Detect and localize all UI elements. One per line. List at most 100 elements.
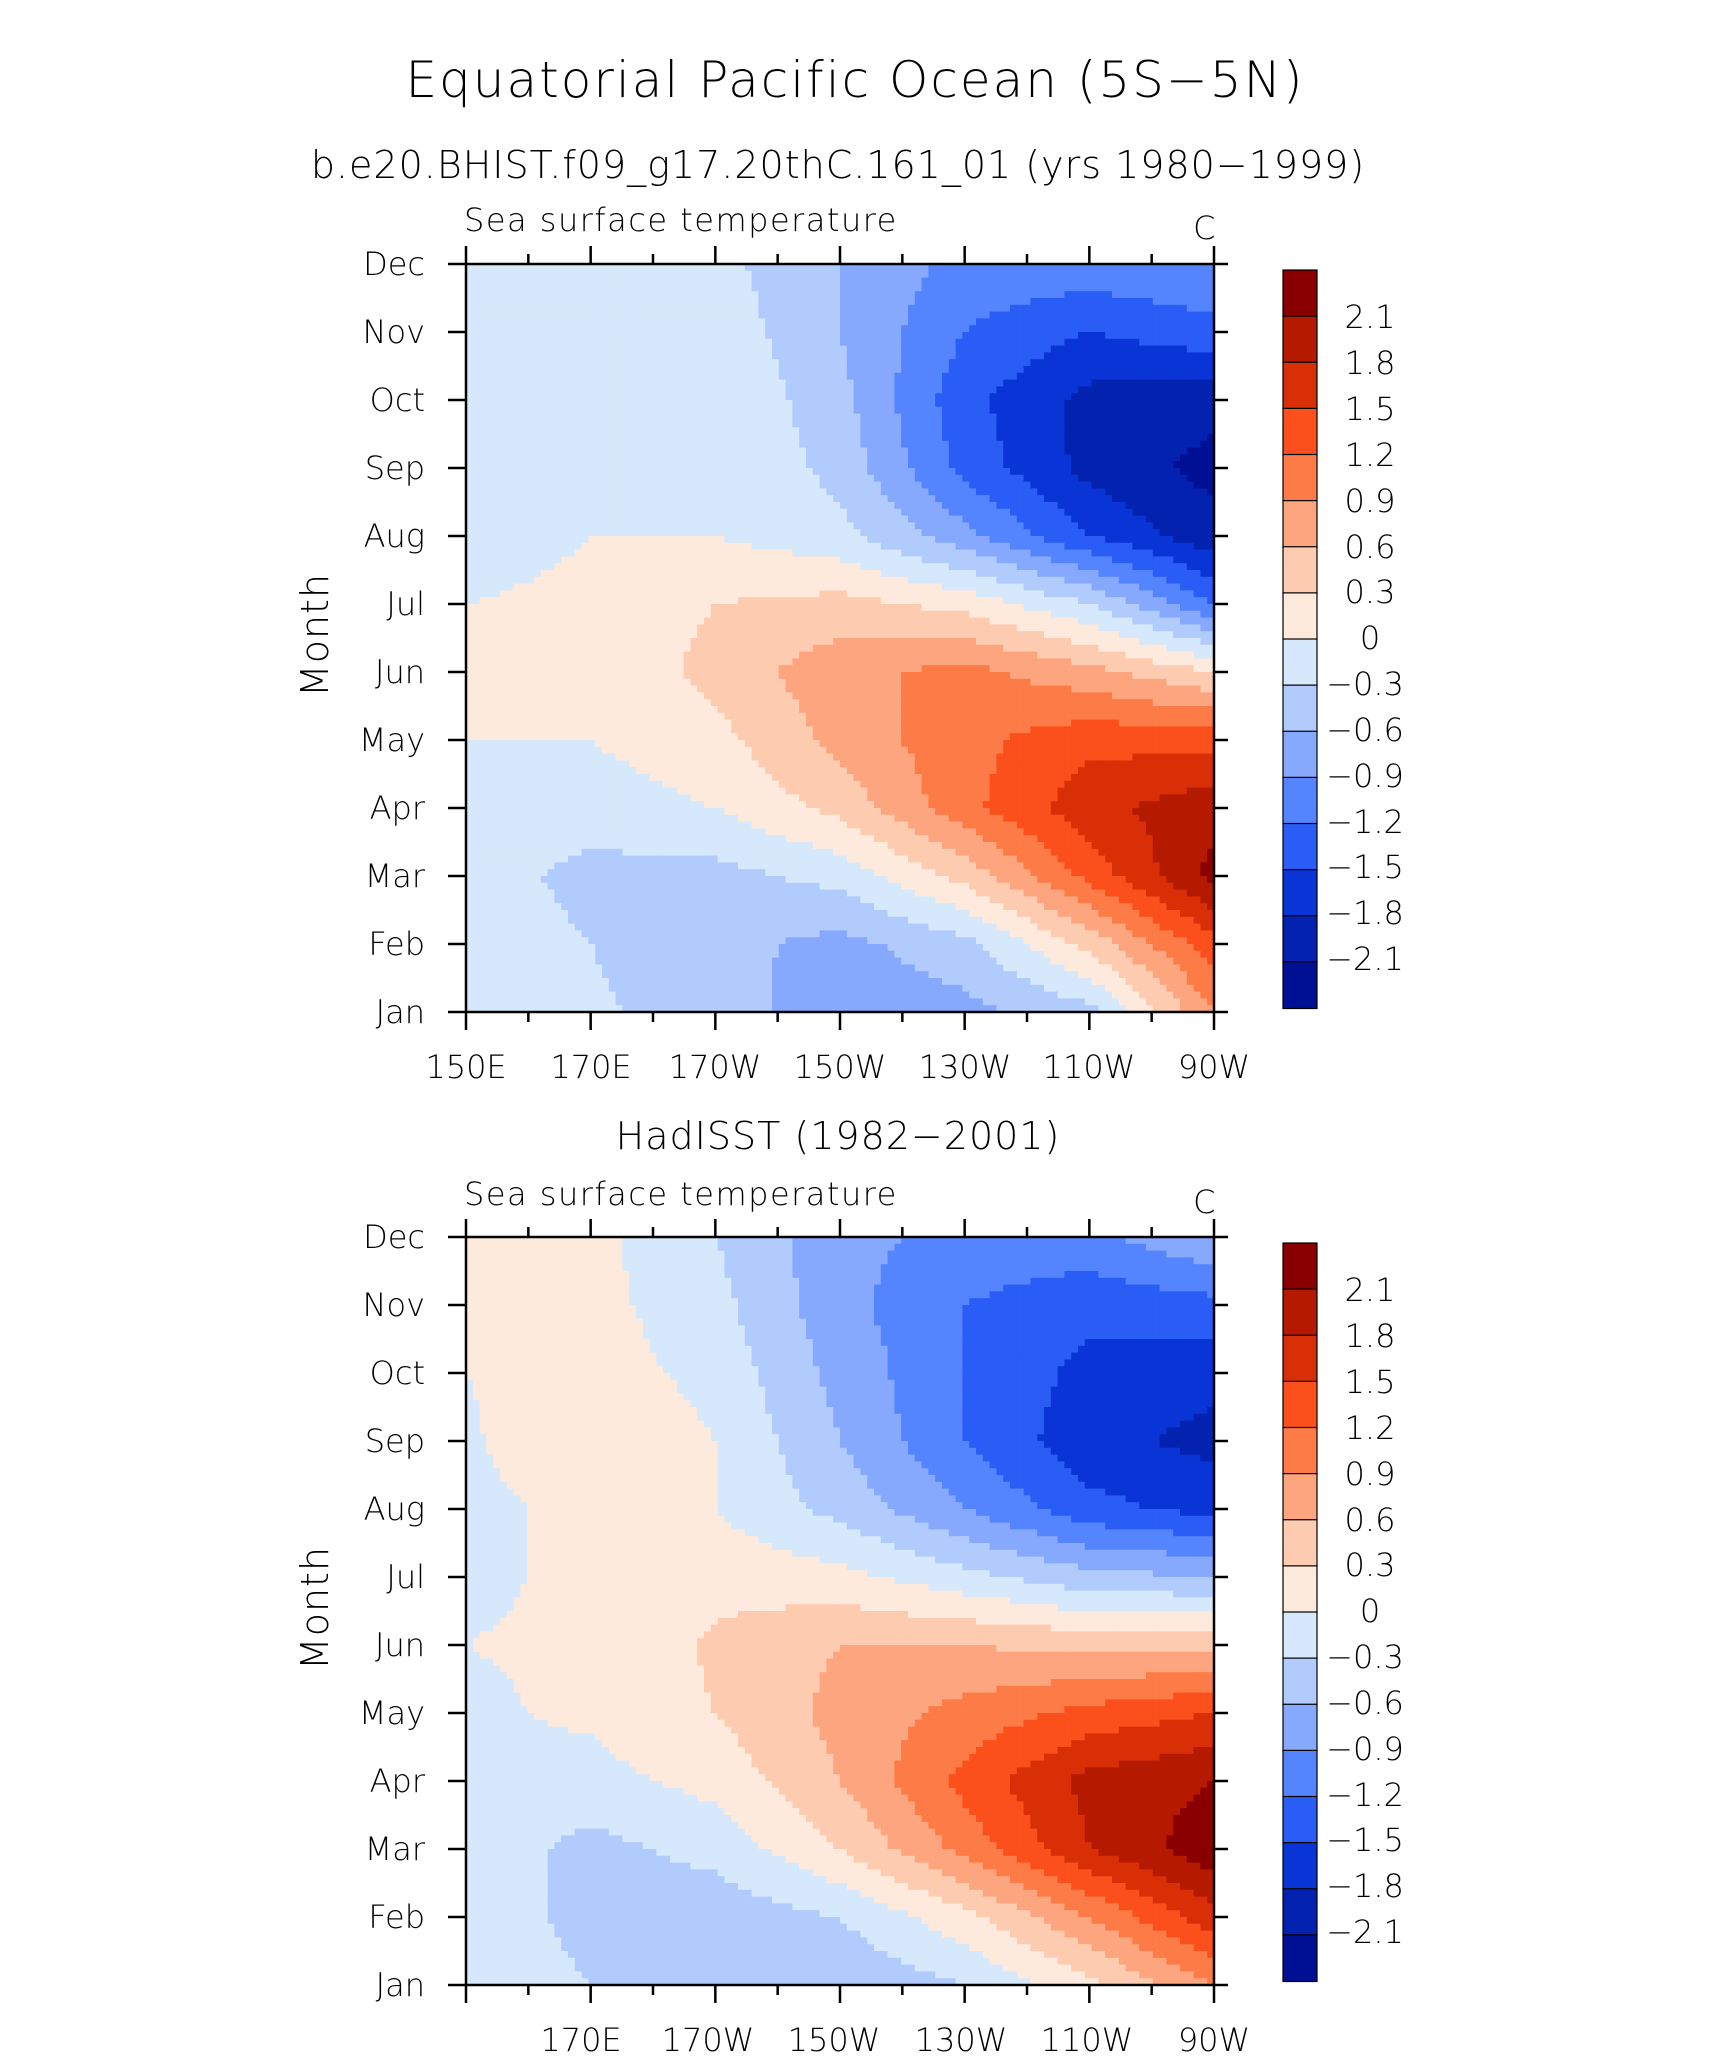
contour-cell xyxy=(867,481,875,489)
contour-cell xyxy=(697,427,705,435)
contour-cell xyxy=(1207,277,1214,285)
contour-cell xyxy=(642,379,651,387)
contour-cell xyxy=(765,379,773,387)
contour-cell xyxy=(574,440,583,449)
contour-cell xyxy=(595,277,603,285)
contour-cell xyxy=(554,427,562,435)
contour-cell xyxy=(1023,318,1031,326)
contour-cell xyxy=(486,549,494,557)
contour-cell xyxy=(840,366,848,374)
contour-cell xyxy=(1071,454,1079,462)
contour-cell xyxy=(880,474,889,483)
contour-cell xyxy=(670,386,678,394)
contour-cell xyxy=(1016,379,1025,387)
contour-cell xyxy=(908,474,916,483)
contour-cell xyxy=(506,447,515,455)
contour-cell xyxy=(1023,359,1031,367)
contour-cell xyxy=(1010,304,1018,313)
contour-cell xyxy=(534,393,542,401)
contour-cell xyxy=(1180,549,1188,557)
contour-cell xyxy=(819,393,827,401)
contour-cell xyxy=(506,549,515,557)
contour-cell xyxy=(942,563,950,571)
contour-cell xyxy=(704,461,712,469)
contour-cell xyxy=(717,393,725,401)
contour-cell xyxy=(1112,406,1120,415)
contour-cell xyxy=(1091,304,1099,313)
contour-cell xyxy=(520,332,528,340)
contour-cell xyxy=(833,488,841,496)
contour-cell xyxy=(683,352,691,360)
contour-cell xyxy=(860,515,868,523)
contour-cell xyxy=(547,298,555,306)
contour-cell xyxy=(690,427,698,435)
contour-cell xyxy=(914,338,923,347)
contour-cell xyxy=(921,563,929,571)
contour-cell xyxy=(996,318,1004,326)
contour-cell xyxy=(649,434,657,442)
contour-cell xyxy=(534,468,542,476)
contour-cell xyxy=(812,502,821,510)
contour-cell xyxy=(710,447,719,455)
contour-cell xyxy=(948,461,957,469)
contour-cell xyxy=(724,508,732,517)
contour-cell xyxy=(962,277,970,285)
contour-cell xyxy=(697,440,705,449)
contour-cell xyxy=(1152,515,1161,523)
contour-cell xyxy=(880,461,889,469)
contour-cell xyxy=(568,536,576,544)
contour-cell xyxy=(676,400,685,408)
contour-cell xyxy=(914,563,923,571)
contour-cell xyxy=(581,481,589,489)
contour-cell xyxy=(1139,379,1147,387)
contour-cell xyxy=(976,366,984,374)
contour-cell xyxy=(744,264,753,272)
contour-cell xyxy=(1173,549,1181,557)
contour-cell xyxy=(819,481,827,489)
contour-cell xyxy=(887,502,895,510)
contour-cell xyxy=(710,474,719,483)
contour-cell xyxy=(1207,345,1214,353)
contour-cell xyxy=(819,474,827,483)
contour-cell xyxy=(1091,515,1099,523)
contour-cell xyxy=(1057,393,1065,401)
contour-cell xyxy=(595,542,603,551)
contour-cell xyxy=(867,461,875,469)
contour-cell xyxy=(629,366,637,374)
contour-cell xyxy=(513,481,521,489)
contour-cell xyxy=(1200,298,1208,306)
contour-cell xyxy=(561,563,569,571)
contour-cell xyxy=(581,325,589,333)
contour-cell xyxy=(704,508,712,517)
contour-cell xyxy=(493,352,501,360)
contour-cell xyxy=(996,352,1004,360)
contour-cell xyxy=(874,508,882,517)
contour-cell xyxy=(874,338,882,347)
contour-cell xyxy=(765,325,773,333)
contour-cell xyxy=(785,393,793,401)
contour-cell xyxy=(506,311,515,319)
contour-cell xyxy=(697,352,705,360)
contour-cell xyxy=(1044,427,1052,435)
contour-cell xyxy=(683,379,691,387)
contour-cell xyxy=(540,270,549,279)
contour-cell xyxy=(1173,291,1181,299)
contour-cell xyxy=(1016,447,1025,455)
contour-cell xyxy=(690,461,698,469)
contour-cell xyxy=(710,304,719,313)
contour-cell xyxy=(744,420,753,428)
contour-cell xyxy=(636,542,644,551)
contour-cell xyxy=(1057,434,1065,442)
contour-cell xyxy=(500,298,508,306)
contour-cell xyxy=(1064,542,1072,551)
contour-cell xyxy=(581,311,589,319)
contour-cell xyxy=(799,400,807,408)
contour-cell xyxy=(942,508,950,517)
contour-cell xyxy=(989,277,997,285)
contour-cell xyxy=(962,284,970,292)
contour-cell xyxy=(1186,291,1195,299)
contour-cell xyxy=(1200,264,1208,272)
contour-cell xyxy=(1003,393,1011,401)
contour-cell xyxy=(540,454,549,462)
contour-cell xyxy=(574,291,583,299)
